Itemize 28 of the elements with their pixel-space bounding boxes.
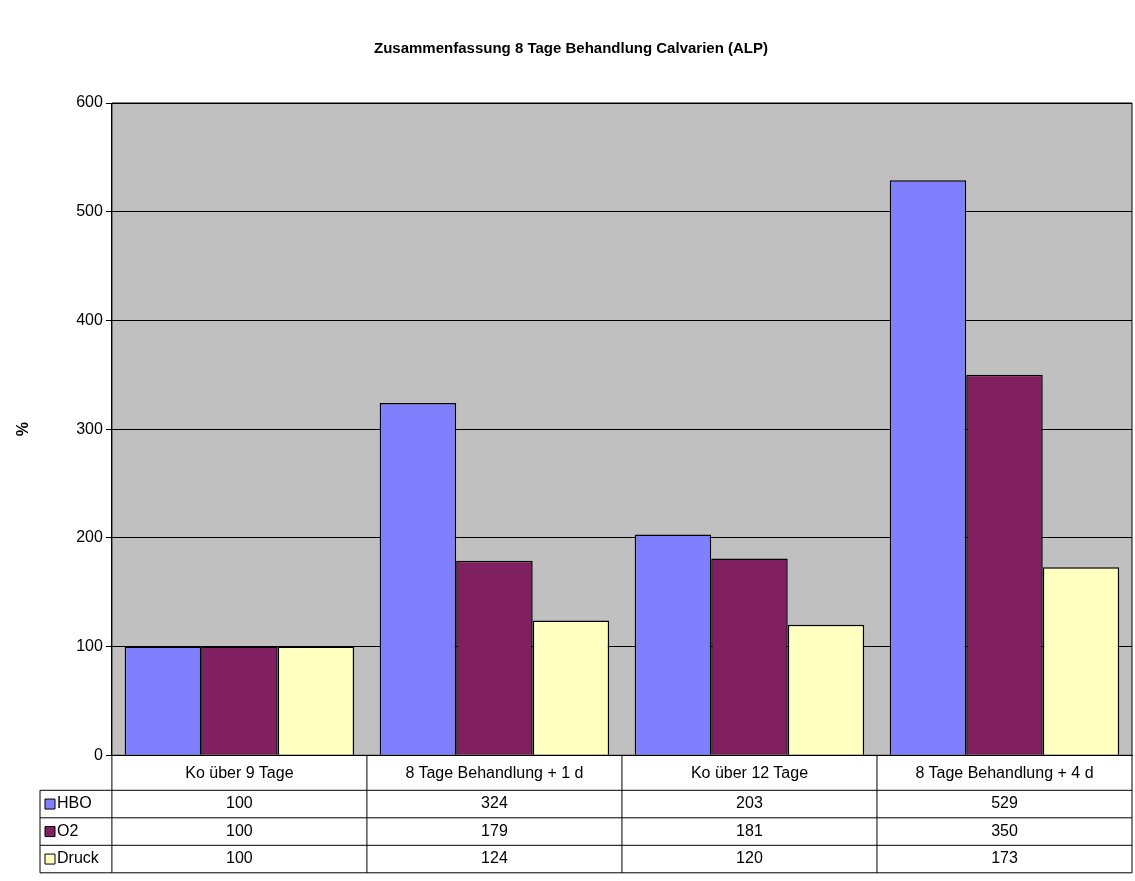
data-label: 100: [226, 794, 253, 812]
chart-title: Zusammenfassung 8 Tage Behandlung Calvarien (ALP): [374, 39, 768, 57]
legend-label: Druck: [57, 849, 100, 867]
data-label: 100: [226, 849, 253, 867]
y-tick-label: 400: [76, 310, 103, 328]
data-label: 173: [991, 849, 1018, 867]
y-tick-label: 0: [93, 745, 103, 763]
x-tick-label: Ko über 12 Tage: [690, 764, 809, 782]
legend-label: HBO: [57, 794, 92, 812]
y-tick-label: 500: [76, 202, 103, 220]
data-label: 100: [226, 821, 253, 839]
y-tick-label: 300: [76, 419, 103, 437]
legend-label: O2: [57, 821, 79, 839]
data-label: 179: [481, 821, 508, 839]
data-label: 120: [736, 849, 763, 867]
x-tick-label: Ko über 9 Tage: [185, 764, 294, 782]
x-tick-label: 8 Tage Behandlung + 1 d: [405, 764, 584, 782]
data-label: 529: [991, 794, 1018, 812]
x-tick-label: 8 Tage Behandlung + 4 d: [915, 764, 1094, 782]
data-label: 350: [991, 821, 1018, 839]
y-tick-label: 600: [76, 93, 103, 111]
y-axis-title: %: [14, 422, 32, 437]
data-label: 203: [736, 794, 763, 812]
data-label: 324: [481, 794, 508, 812]
data-label: 124: [481, 849, 508, 867]
y-tick-label: 100: [76, 636, 103, 654]
y-tick-label: 200: [76, 528, 103, 546]
data-label: 181: [736, 821, 763, 839]
